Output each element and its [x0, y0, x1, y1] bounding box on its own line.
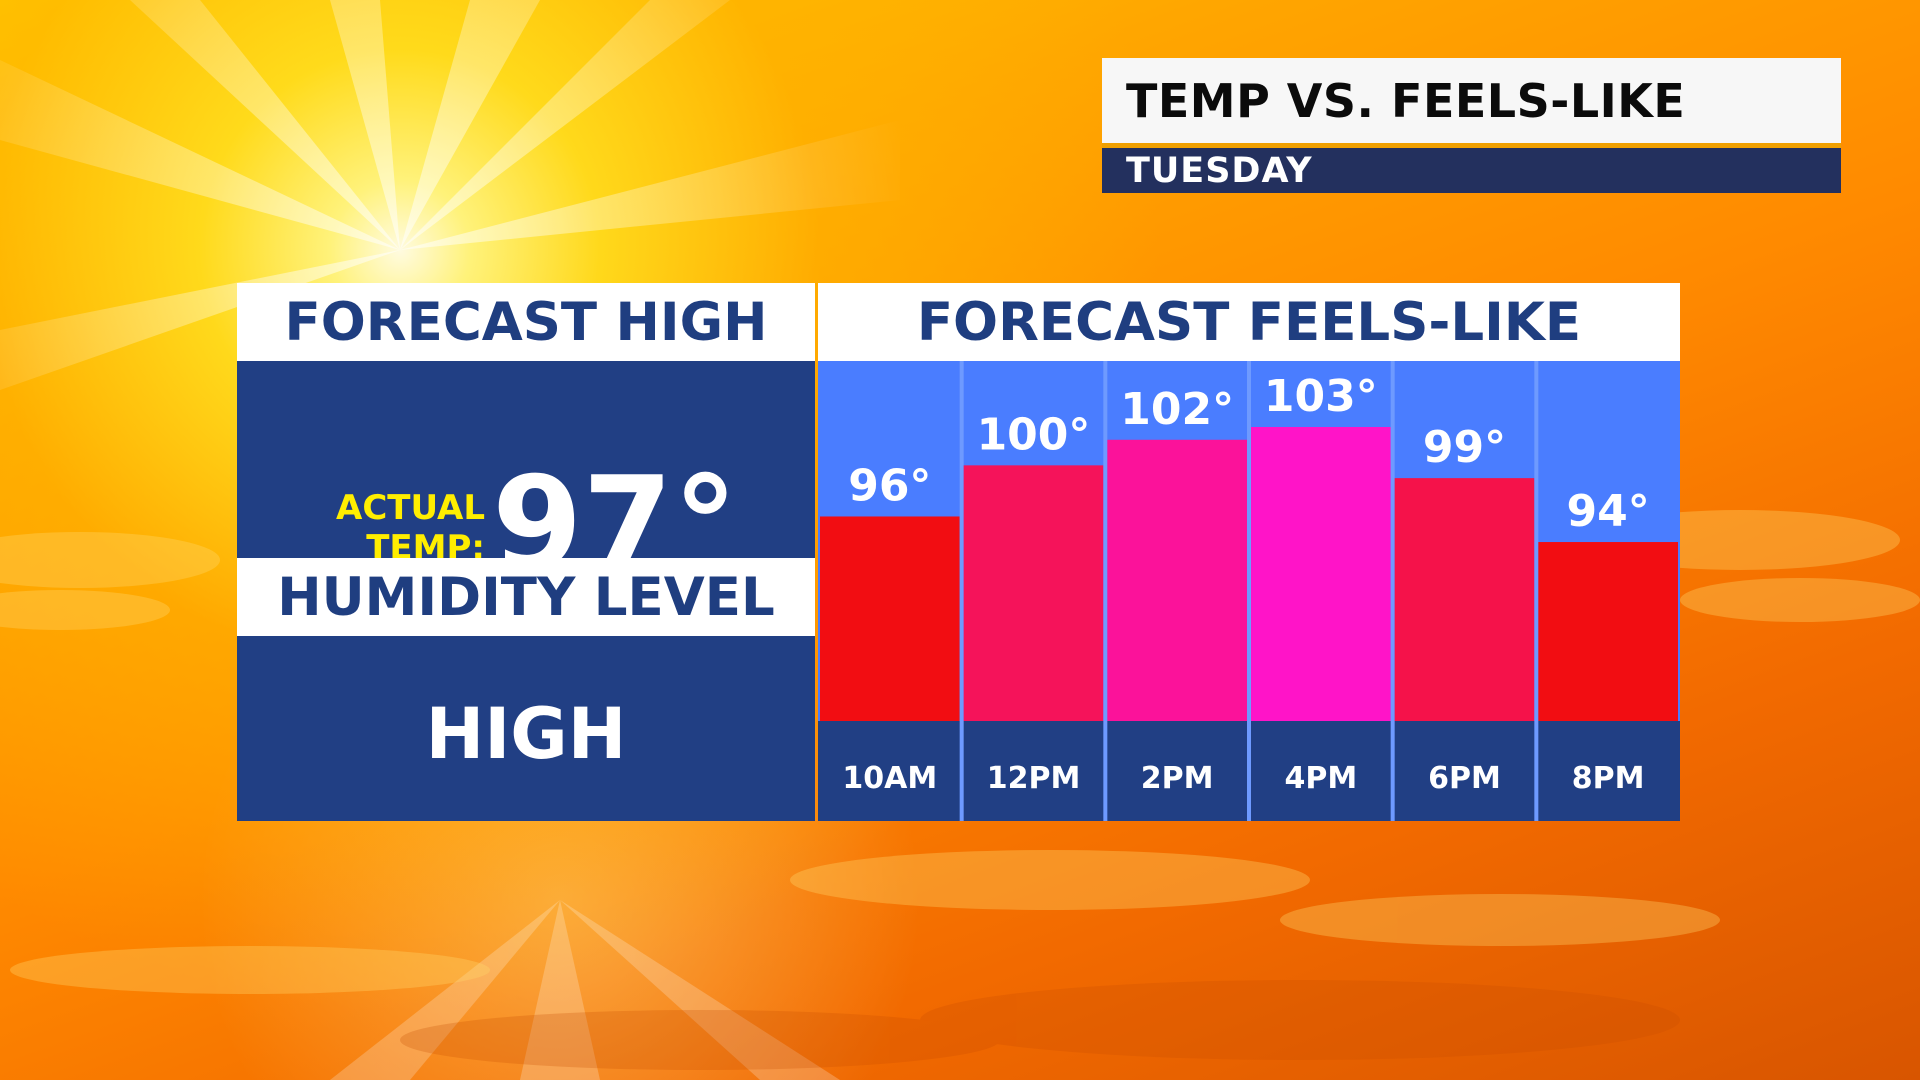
feels-like-bar-chart: 96° 10AM 100° 12PM 102° 2PM 103° 4PM 99° 6PM 94° 8P…	[818, 361, 1680, 821]
actual-temp-label: ACTUAL TEMP:	[285, 488, 485, 568]
value-label-2pm: 102°	[1120, 384, 1234, 435]
title-accent-bar	[1102, 143, 1841, 148]
humidity-level-value: HIGH	[425, 693, 627, 775]
bar-2pm	[1107, 439, 1247, 721]
bar-4pm	[1251, 427, 1391, 721]
bar-6pm	[1394, 478, 1535, 721]
bar-10am	[820, 516, 960, 721]
value-label-8pm: 94°	[1567, 486, 1650, 537]
category-label-12pm: 12PM	[987, 761, 1081, 796]
column-divider	[959, 361, 964, 821]
category-label-6pm: 6PM	[1428, 761, 1501, 796]
category-label-10am: 10AM	[842, 761, 937, 796]
bar-12pm	[963, 465, 1104, 721]
forecast-high-header: FORECAST HIGH	[237, 283, 815, 361]
forecast-high-panel: FORECAST HIGH ACTUAL TEMP: 97° HUMIDITY …	[237, 283, 815, 821]
bar-8pm	[1538, 542, 1678, 721]
value-label-4pm: 103°	[1264, 371, 1378, 422]
chart-title: FORECAST FEELS-LIKE	[818, 283, 1680, 361]
feels-like-chart-panel: FORECAST FEELS-LIKE 96° 10AM 100° 12PM 102° 2…	[818, 283, 1680, 821]
graphic-day-label: TUESDAY	[1102, 148, 1841, 193]
value-label-10am: 96°	[848, 460, 931, 511]
value-label-6pm: 99°	[1423, 422, 1506, 473]
value-label-12pm: 100°	[977, 409, 1091, 460]
title-card: TEMP VS. FEELS-LIKE TUESDAY	[1102, 58, 1841, 193]
graphic-title: TEMP VS. FEELS-LIKE	[1102, 58, 1841, 143]
column-divider	[1534, 361, 1539, 821]
column-divider	[1247, 361, 1251, 821]
column-divider	[1103, 361, 1108, 821]
column-divider	[1390, 361, 1395, 821]
actual-temp-label-line1: ACTUAL	[336, 488, 485, 528]
category-label-2pm: 2PM	[1141, 761, 1214, 796]
category-label-8pm: 8PM	[1572, 761, 1645, 796]
category-label-4pm: 4PM	[1284, 761, 1357, 796]
humidity-level-header: HUMIDITY LEVEL	[237, 558, 815, 636]
